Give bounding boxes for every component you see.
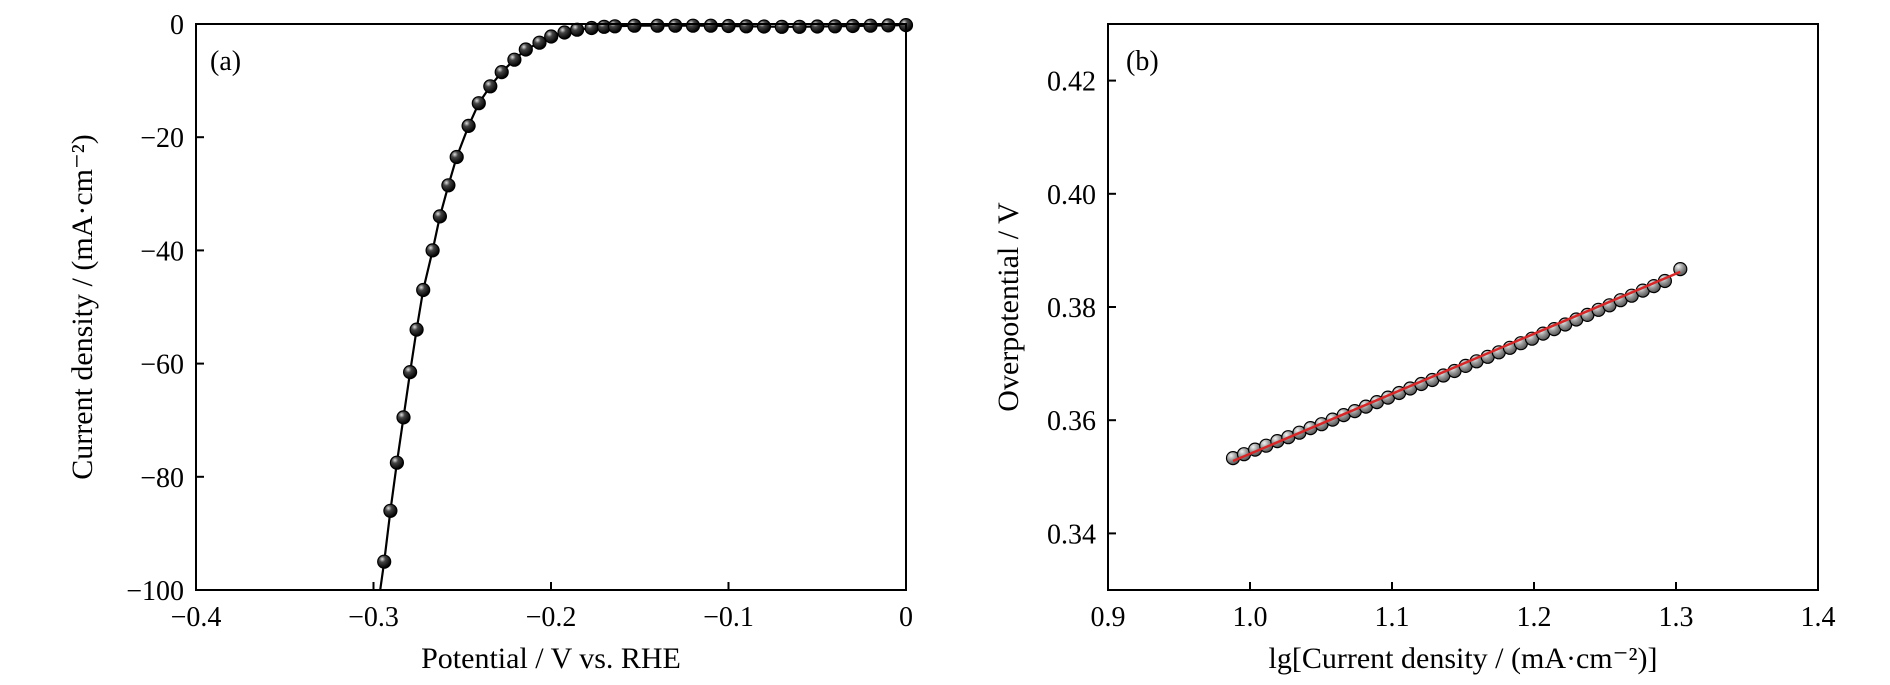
- chart-a-data-point: [721, 18, 736, 34]
- chart-a-data-point: [756, 19, 772, 34]
- chart-b-xtick-label: 1.1: [1375, 602, 1410, 633]
- chart-a-data-point: [774, 19, 789, 34]
- chart-a-data-point: [607, 19, 623, 34]
- chart-a: −0.4 −0.3 −0.2 −0.1 0 −100−80−60−40−200 (a) …: [66, 10, 914, 675]
- chart-b-ytick-label: 0.34: [1047, 519, 1096, 550]
- chart-a-ytick-label: −100: [126, 576, 184, 607]
- chart-b: 0.9 1.0 1.1 1.2 1.3 1.4 0.340.360.380.400.42 …: [992, 23, 1836, 675]
- chart-a-data-point: [627, 18, 642, 33]
- chart-a-panel-label: (a): [210, 46, 241, 77]
- chart-a-data-point: [507, 52, 522, 67]
- chart-a-data-point: [416, 282, 431, 298]
- chart-a-data-point: [389, 455, 404, 470]
- chart-a-xlabel: Potential / V vs. RHE: [421, 642, 681, 675]
- chart-b-xtick-label: 1.2: [1517, 602, 1552, 633]
- chart-b-ytick-label: 0.36: [1047, 406, 1096, 437]
- chart-a-xtick-label: −0.2: [526, 602, 577, 633]
- chart-a-data-point: [461, 118, 476, 134]
- chart-a-data-point: [739, 19, 754, 34]
- chart-a-marker-layer: [377, 18, 914, 569]
- chart-a-frame: [195, 23, 907, 591]
- chart-a-data-point: [557, 25, 572, 40]
- chart-b-xticks: 0.9 1.0 1.1 1.2 1.3 1.4: [1091, 582, 1836, 633]
- chart-a-curve: [379, 24, 907, 591]
- chart-a-data-point: [792, 19, 807, 34]
- chart-a-data-point: [383, 503, 398, 518]
- chart-b-ytick-label: 0.40: [1047, 180, 1096, 211]
- chart-b-xtick-label: 1.0: [1233, 602, 1268, 633]
- chart-a-yticks: −100 −80 −60 −40 −20 0: [126, 10, 204, 607]
- chart-a-data-point: [471, 96, 486, 111]
- chart-b-fit-line: [1232, 270, 1681, 463]
- chart-b-panel-label: (b): [1126, 46, 1159, 77]
- chart-a-data-point: [377, 554, 392, 569]
- chart-b-xtick-label: 0.9: [1091, 602, 1126, 633]
- chart-a-data-point: [409, 322, 424, 337]
- chart-a-data-point: [810, 19, 825, 34]
- chart-b-xlabel: lg[Current density / (mA·cm⁻²)]: [1269, 642, 1658, 675]
- chart-a-data-point: [544, 29, 559, 44]
- chart-a-data-point: [403, 365, 418, 380]
- chart-a-data-point: [685, 18, 701, 33]
- chart-b-frame: [1107, 23, 1819, 591]
- chart-a-xtick-label: −0.3: [348, 602, 399, 633]
- chart-b-ylabel: Overpotential / V: [992, 202, 1025, 412]
- chart-a-data-point: [449, 149, 464, 165]
- chart-a-xtick-label: −0.4: [171, 602, 222, 633]
- chart-b-ytick-label: 0.42: [1047, 67, 1096, 98]
- chart-a-data-point: [396, 410, 411, 425]
- chart-b-yticks: 0.34 0.36 0.38 0.40 0.42: [1047, 67, 1116, 550]
- chart-b-xtick-label: 1.3: [1659, 602, 1694, 633]
- chart-a-data-point: [881, 18, 896, 33]
- chart-a-ytick-label: 0: [170, 10, 184, 41]
- chart-a-ytick-label: −20: [140, 123, 184, 154]
- chart-a-ylabel: Current density / (mA·cm⁻²): [66, 134, 99, 480]
- chart-a-data-point: [827, 19, 843, 34]
- chart-a-data-point: [863, 18, 878, 33]
- chart-a-data-point: [703, 18, 718, 33]
- chart-a-data-point: [441, 178, 456, 193]
- chart-a-ytick-label: −40: [140, 236, 184, 267]
- chart-a-data-point: [494, 64, 509, 80]
- chart-a-data-point: [569, 22, 585, 37]
- chart-a-data-point: [650, 18, 665, 33]
- chart-b-xtick-label: 1.4: [1801, 602, 1836, 633]
- chart-a-data-point: [425, 243, 440, 258]
- chart-a-ytick-label: −60: [140, 350, 184, 381]
- chart-a-data-point: [668, 18, 683, 33]
- chart-a-data-point: [845, 18, 860, 34]
- chart-a-data-point: [432, 209, 447, 224]
- chart-a-xtick-label: 0: [899, 602, 913, 633]
- chart-a-ytick-label: −80: [140, 463, 184, 494]
- chart-a-xticks: −0.4 −0.3 −0.2 −0.1 0: [171, 582, 913, 633]
- chart-a-data-point: [532, 35, 547, 50]
- chart-a-data-point: [483, 79, 498, 94]
- chart-b-ytick-label: 0.38: [1047, 293, 1096, 324]
- chart-a-data-point: [518, 42, 533, 57]
- chart-a-xtick-label: −0.1: [703, 602, 754, 633]
